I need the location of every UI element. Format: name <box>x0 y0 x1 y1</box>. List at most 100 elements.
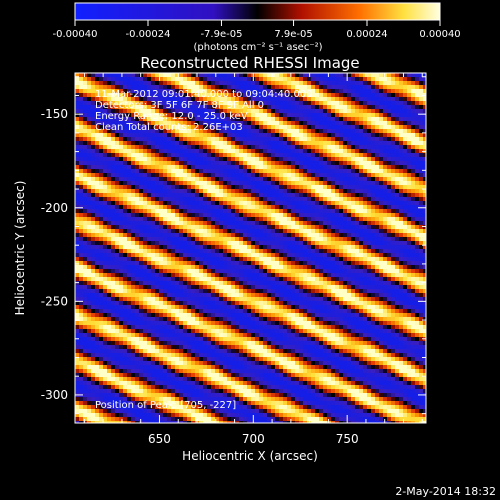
heatmap-cell <box>155 277 159 281</box>
heatmap-cell <box>207 193 211 197</box>
heatmap-cell <box>375 277 379 281</box>
heatmap-cell <box>283 73 287 77</box>
heatmap-cell <box>335 201 339 205</box>
heatmap-cell <box>91 205 95 209</box>
heatmap-cell <box>275 205 279 209</box>
heatmap-cell <box>119 153 123 157</box>
heatmap-cell <box>155 177 159 181</box>
heatmap-cell <box>211 125 215 129</box>
heatmap-cell <box>175 161 179 165</box>
heatmap-cell <box>295 93 299 97</box>
heatmap-cell <box>215 257 219 261</box>
heatmap-cell <box>423 249 426 253</box>
heatmap-cell <box>163 237 167 241</box>
heatmap-cell <box>127 121 131 125</box>
heatmap-cell <box>383 285 387 289</box>
heatmap-cell <box>411 117 415 121</box>
heatmap-cell <box>351 269 355 273</box>
heatmap-cell <box>99 173 103 177</box>
heatmap-cell <box>231 93 235 97</box>
heatmap-cell <box>335 89 339 93</box>
heatmap-cell <box>279 265 283 269</box>
heatmap-cell <box>419 73 423 77</box>
heatmap-cell <box>91 161 95 165</box>
heatmap-cell <box>271 233 275 237</box>
heatmap-cell <box>119 257 123 261</box>
heatmap-cell <box>215 213 219 217</box>
heatmap-cell <box>411 265 415 269</box>
heatmap-cell <box>299 229 303 233</box>
heatmap-cell <box>359 217 363 221</box>
heatmap-cell <box>147 129 151 133</box>
heatmap-cell <box>267 153 271 157</box>
heatmap-cell <box>183 169 187 173</box>
heatmap-cell <box>223 185 227 189</box>
heatmap-cell <box>119 293 123 297</box>
heatmap-cell <box>255 285 259 289</box>
heatmap-cell <box>107 177 111 181</box>
heatmap-cell <box>243 225 247 229</box>
heatmap-cell <box>203 233 207 237</box>
heatmap-cell <box>95 73 99 77</box>
heatmap-cell <box>155 73 159 77</box>
heatmap-cell <box>187 105 191 109</box>
heatmap-cell <box>143 245 147 249</box>
heatmap-cell <box>355 113 359 117</box>
heatmap-cell <box>231 205 235 209</box>
heatmap-cell <box>255 105 259 109</box>
heatmap-cell <box>371 169 375 173</box>
heatmap-cell <box>135 225 139 229</box>
heatmap-cell <box>359 117 363 121</box>
heatmap-cell <box>103 157 107 161</box>
heatmap-cell <box>339 197 343 201</box>
heatmap-cell <box>159 81 163 85</box>
heatmap-cell <box>143 229 147 233</box>
heatmap-cell <box>375 133 379 137</box>
heatmap-cell <box>287 253 291 257</box>
heatmap-cell <box>339 293 343 297</box>
heatmap-cell <box>379 129 383 133</box>
heatmap-cell <box>347 221 351 225</box>
heatmap-cell <box>295 265 299 269</box>
heatmap-cell <box>407 265 411 269</box>
heatmap-cell <box>275 141 279 145</box>
heatmap-cell <box>331 281 335 285</box>
heatmap-cell <box>419 113 423 117</box>
heatmap-cell <box>395 169 399 173</box>
heatmap-cell <box>235 137 239 141</box>
heatmap-cell <box>243 133 247 137</box>
heatmap-cell <box>171 197 175 201</box>
heatmap-cell <box>199 273 203 277</box>
heatmap-cell <box>379 137 383 141</box>
heatmap-cell <box>255 141 259 145</box>
heatmap-cell <box>319 281 323 285</box>
heatmap-cell <box>303 161 307 165</box>
heatmap-cell <box>171 165 175 169</box>
heatmap-cell <box>267 285 271 289</box>
heatmap-cell <box>331 221 335 225</box>
heatmap-cell <box>311 221 315 225</box>
heatmap-cell <box>259 89 263 93</box>
heatmap-cell <box>343 169 347 173</box>
heatmap-cell <box>115 101 119 105</box>
heatmap-cell <box>207 201 211 205</box>
heatmap-cell <box>147 285 151 289</box>
heatmap-cell <box>143 237 147 241</box>
heatmap-cell <box>87 101 91 105</box>
heatmap-cell <box>215 145 219 149</box>
heatmap-cell <box>367 133 371 137</box>
heatmap-cell <box>211 285 215 289</box>
heatmap-cell <box>103 261 107 265</box>
heatmap-cell <box>291 261 295 265</box>
heatmap-cell <box>227 117 231 121</box>
heatmap-cell <box>263 105 267 109</box>
heatmap-cell <box>367 209 371 213</box>
heatmap-cell <box>319 97 323 101</box>
heatmap-cell <box>127 253 131 257</box>
heatmap-cell <box>99 93 103 97</box>
heatmap-cell <box>415 109 419 113</box>
heatmap-cell <box>107 101 111 105</box>
heatmap-cell <box>411 233 415 237</box>
heatmap-cell <box>315 153 319 157</box>
heatmap-cell <box>167 233 171 237</box>
